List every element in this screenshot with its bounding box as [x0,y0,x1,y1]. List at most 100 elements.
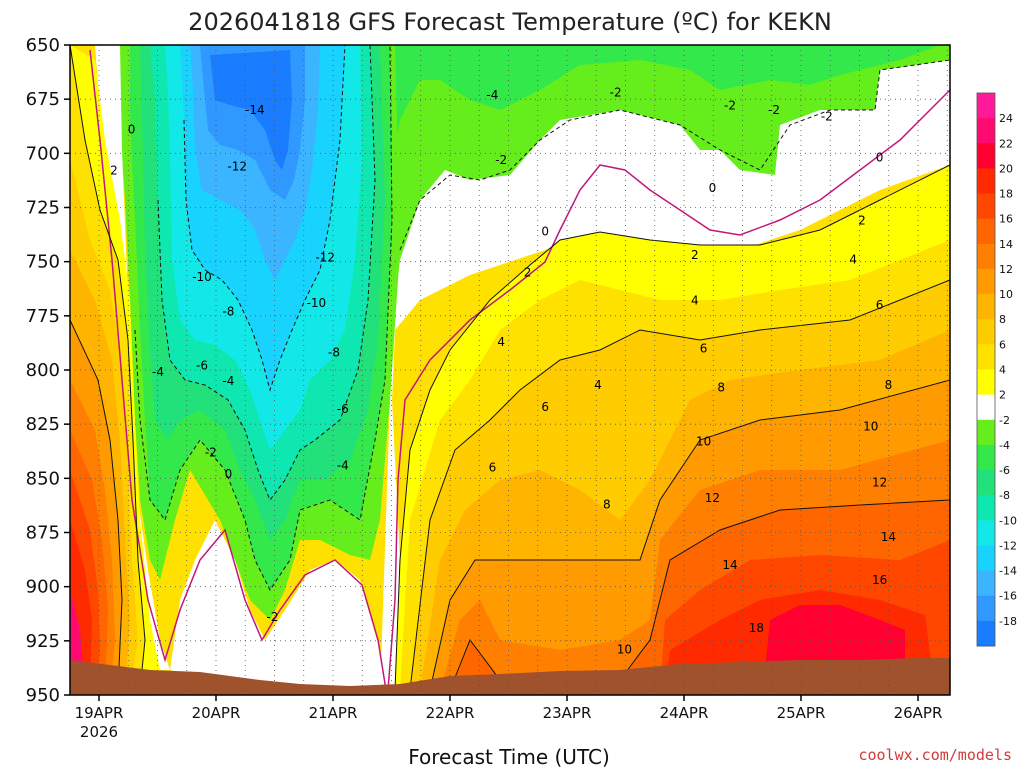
band-fill-zero-right [380,45,950,695]
colorbar-swatch [977,344,995,370]
x-tick-label: 23APR [543,704,592,722]
y-axis: 650 675 700 725 750 775 800 825 850 875 900 925 950 [26,35,70,706]
contour-label: 14 [881,530,896,544]
contour-line-6-right [409,279,950,691]
year-label: 2026 [80,723,118,741]
contour-line-0-right [387,89,950,691]
contour-label: 0 [225,467,233,481]
contour-label: 6 [489,461,497,475]
colorbar-tick-label: 14 [999,238,1013,251]
colorbar-tick-label: 8 [999,313,1006,326]
contour-labels: -14 -12 -10 -8 -6 -4 -4 -2 0 -12 -10 -8 -6 -4 -2 0 2 -4 -2… [110,86,896,657]
contour-label: -2 [768,103,780,117]
y-tick-label: 850 [26,468,60,489]
contour-label: 18 [749,621,764,635]
y-tick-label: 825 [26,414,60,435]
colorbar-swatch [977,394,995,421]
y-tick-label: 725 [26,198,60,219]
colorbar-swatch [977,93,995,119]
contour-label: 10 [696,435,711,449]
colorbar-tick-label: 2 [999,389,1006,402]
colorbar-swatch [977,419,995,446]
colorbar-swatch [977,470,995,496]
contour-label: 2 [691,248,699,262]
x-axis: 19APR 20APR 21APR 22APR 23APR 24APR 25APR 26APR [75,695,943,722]
colorbar-tick-label: -8 [999,489,1010,502]
y-tick-label: 950 [26,685,60,706]
y-tick-label: 750 [26,252,60,273]
contour-label: -2 [205,445,217,459]
contour-line-m12-left [183,45,346,392]
y-tick-label: 925 [26,631,60,652]
contour-label: 0 [876,151,884,165]
contour-label: 6 [700,341,708,355]
colorbar-swatch [977,143,995,169]
colorbar-swatch [977,444,995,471]
colorbar-swatch [977,319,995,345]
x-tick-label: 20APR [192,704,241,722]
contour-label: 8 [885,378,893,392]
colorbar-tick-label: -12 [999,539,1017,552]
contour-line-14-right [449,499,950,691]
contour-label: 8 [717,380,725,394]
band-fill-m18-left [210,50,292,170]
colorbar-frame [976,92,996,647]
contour-label: -4 [222,374,234,388]
contour-label: 0 [128,123,136,137]
contour-label: -12 [227,159,247,173]
colorbar-swatch [977,595,995,622]
colorbar-tick-label: 12 [999,263,1013,276]
chart-title: 2026041818 GFS Forecast Temperature (ºC)… [188,8,832,36]
contour-label: 2 [524,266,532,280]
band-fill-m2-right [388,45,950,330]
contour-label: -10 [307,296,327,310]
contour-line-2-right [394,164,950,691]
contour-label: -10 [192,270,212,284]
colorbar-tick-label: 6 [999,338,1006,351]
colorbar-tick-label: -18 [999,615,1017,628]
colorbar-swatch [977,118,995,144]
contour-label: -8 [328,346,340,360]
y-tick-label: 900 [26,577,60,598]
colorbar-swatch [977,168,995,195]
contour-label: 12 [705,491,720,505]
contour-label: 4 [594,378,602,392]
x-tick-label: 21APR [309,704,358,722]
x-tick-label: 26APR [894,704,943,722]
colorbar-tick-label: -16 [999,590,1017,603]
contour-label: 0 [541,224,549,238]
x-tick-label: 19APR [75,704,124,722]
terrain-ground [70,658,950,695]
colorbar-tick-label: -10 [999,514,1017,527]
colorbar-swatch [977,218,995,245]
contour-label: 2 [110,164,118,178]
colorbar-swatch [977,268,995,295]
colorbar-swatch [977,620,995,647]
colorbar-tick-label: 20 [999,162,1013,175]
colorbar-tick-label: -4 [999,439,1010,452]
colorbar-tick-label: 4 [999,364,1006,377]
contour-line-m4-left [134,45,393,591]
contour-line-0-left [89,49,387,691]
contour-label: 6 [876,298,884,312]
contour-label: 16 [872,573,887,587]
x-tick-label: 24APR [660,704,709,722]
colorbar-swatch [977,570,995,597]
contour-label: -2 [266,610,278,624]
contour-label: 12 [872,476,887,490]
contour-label: 0 [709,181,717,195]
grid [70,45,950,695]
colorbar-tick-label: 16 [999,213,1013,226]
contour-label: -12 [315,250,335,264]
x-tick-label: 22APR [426,704,475,722]
colorbar-tick-label: -14 [999,565,1017,578]
colorbar-tick-label: 10 [999,288,1013,301]
contour-label: 14 [722,558,737,572]
contour-label: -6 [196,359,208,373]
contour-label: -2 [724,99,736,113]
colorbar-tick-label: -2 [999,414,1010,427]
x-axis-title: Forecast Time (UTC) [408,745,610,768]
y-tick-label: 800 [26,360,60,381]
colorbar-swatch [977,520,995,546]
